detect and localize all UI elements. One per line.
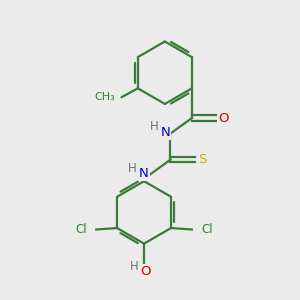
Text: N: N [160,125,170,139]
Text: N: N [139,167,148,180]
Text: Cl: Cl [201,223,213,236]
Text: O: O [140,265,151,278]
Text: H: H [130,260,139,273]
Text: H: H [150,121,158,134]
Text: O: O [218,112,229,124]
Text: Cl: Cl [75,223,87,236]
Text: H: H [128,162,137,175]
Text: CH₃: CH₃ [94,92,115,102]
Text: S: S [198,153,206,166]
